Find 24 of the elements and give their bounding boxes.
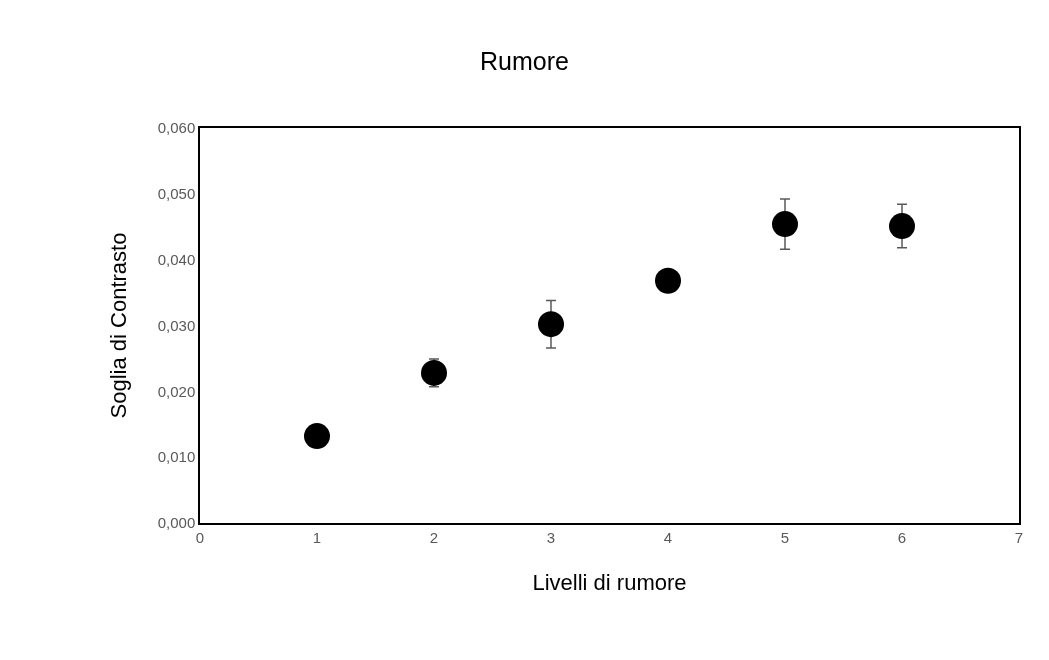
x-tick-label: 0 [195, 528, 205, 546]
x-tick-label: 7 [1014, 528, 1024, 546]
point [655, 267, 681, 294]
y-tick-label: 0,050 [157, 185, 196, 203]
y-tick-label: 0,020 [157, 382, 196, 400]
x-tick-label: 5 [780, 528, 790, 546]
x-tick-label: 3 [546, 528, 556, 546]
y-tick-label: 0,000 [157, 514, 196, 532]
y-tick-label: 0,040 [157, 250, 196, 268]
x-tick-label: 2 [429, 528, 439, 546]
x-axis-title: Livelli di rumore [532, 570, 687, 596]
point [304, 423, 330, 450]
y-tick-label: 0,010 [157, 448, 196, 466]
y-tick-label: 0,030 [157, 316, 196, 334]
y-tick-label: 0,060 [157, 119, 196, 137]
chart-title: Rumore [480, 47, 569, 76]
point [538, 311, 564, 338]
point [421, 359, 447, 386]
x-tick-label: 6 [897, 528, 907, 546]
point [889, 213, 915, 240]
x-tick-label: 1 [312, 528, 322, 546]
x-tick-label: 4 [663, 528, 673, 546]
y-axis-title: Soglia di Contrasto [106, 232, 131, 419]
point [772, 211, 798, 238]
